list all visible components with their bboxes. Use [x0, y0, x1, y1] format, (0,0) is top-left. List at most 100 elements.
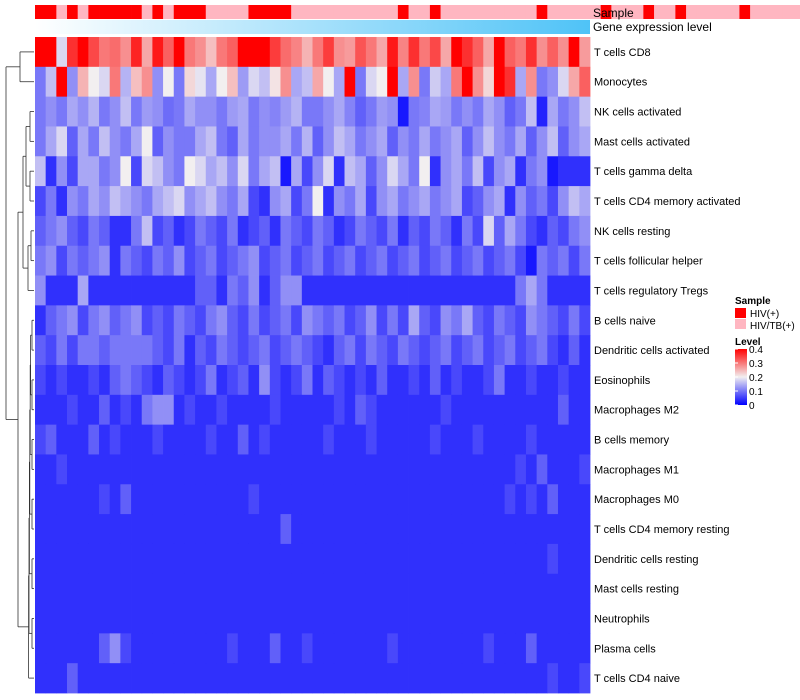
heatmap-cell — [205, 37, 217, 68]
heatmap-cell — [461, 365, 473, 396]
heatmap-cell — [365, 156, 377, 187]
heatmap-cell — [525, 37, 538, 68]
heatmap-cell — [269, 543, 281, 575]
heatmap-cell — [269, 96, 281, 127]
heatmap-cell — [387, 126, 399, 157]
heatmap-cell — [557, 66, 570, 98]
heatmap-cell — [163, 514, 175, 545]
heatmap-cell — [163, 573, 175, 604]
sample-annotation-cell — [120, 5, 132, 19]
heatmap-cell — [579, 454, 591, 485]
heatmap-cell — [419, 275, 431, 306]
heatmap-cell — [163, 305, 175, 336]
heatmap-cell — [45, 305, 57, 336]
heatmap-cell — [248, 484, 260, 515]
heatmap-cell — [205, 186, 217, 217]
heatmap-cell — [195, 245, 207, 276]
heatmap-cell — [67, 603, 79, 634]
heatmap-cell — [344, 275, 356, 306]
heatmap-cell — [216, 484, 228, 515]
heatmap-cell — [109, 215, 121, 247]
heatmap-cell — [419, 245, 431, 276]
heatmap-cell — [56, 305, 68, 336]
heatmap-cell — [419, 454, 431, 485]
heatmap-cell — [45, 66, 57, 98]
heatmap-cell — [291, 66, 303, 98]
heatmap-cell — [56, 454, 68, 485]
heatmap-cell — [216, 156, 228, 187]
heatmap-cell — [120, 365, 132, 396]
heatmap-cell — [461, 96, 473, 127]
sample-annotation-cell — [568, 5, 580, 19]
sample-annotation-cell — [622, 5, 634, 19]
heatmap-cell — [323, 365, 335, 396]
heatmap-cell — [120, 156, 132, 187]
heatmap-cell — [173, 66, 185, 98]
heatmap-cell — [376, 454, 388, 485]
heatmap-cell — [205, 275, 217, 306]
heatmap-cell — [579, 245, 591, 276]
heatmap-cell — [547, 365, 559, 396]
heatmap-cell — [195, 603, 207, 634]
heatmap-cell — [451, 663, 463, 694]
heatmap-cell — [333, 603, 345, 634]
heatmap-cell — [536, 215, 548, 247]
heatmap-cell — [109, 514, 121, 545]
heatmap-cell — [344, 424, 356, 455]
heatmap-cell — [173, 603, 185, 634]
heatmap-cell — [461, 126, 473, 157]
heatmap-cell — [525, 514, 538, 545]
heatmap-cell — [568, 66, 580, 98]
sample-annotation-cell — [686, 5, 698, 19]
heatmap-cell — [88, 543, 100, 575]
heatmap-cell — [344, 215, 356, 247]
heatmap-cell — [184, 484, 196, 515]
sample-annotation-cell — [419, 5, 431, 19]
heatmap-cell — [483, 215, 495, 247]
heatmap-cell — [248, 156, 260, 187]
row-label: Mast cells activated — [594, 136, 690, 148]
heatmap-cell — [333, 156, 345, 187]
legend-sample-title: Sample — [735, 296, 771, 307]
row-label: Dendritic cells activated — [594, 345, 710, 357]
heatmap-cell — [291, 663, 303, 694]
heatmap-cell — [312, 275, 324, 306]
heatmap-cell — [216, 633, 228, 664]
heatmap-cell — [440, 365, 452, 396]
heatmap-cell — [323, 484, 335, 515]
heatmap-cell — [440, 305, 452, 336]
heatmap-cell — [365, 215, 377, 247]
heatmap-cell — [461, 186, 473, 217]
sample-annotation-cell — [579, 5, 591, 19]
heatmap-cell — [269, 484, 281, 515]
heatmap-cell — [291, 454, 303, 485]
sample-annotation-cell — [323, 5, 335, 19]
heatmap-cell — [195, 394, 207, 426]
heatmap-cell — [77, 365, 89, 396]
heatmap-cell — [355, 484, 367, 515]
heatmap-cell — [323, 186, 335, 217]
heatmap-cell — [131, 484, 143, 515]
heatmap-cell — [419, 543, 431, 575]
heatmap-cell — [131, 394, 143, 426]
heatmap-cell — [88, 603, 100, 634]
heatmap-cell — [301, 37, 313, 68]
heatmap-cell — [248, 186, 260, 217]
heatmap-cell — [504, 156, 516, 187]
sample-annotation-cell — [259, 5, 271, 19]
heatmap-cell — [35, 186, 47, 217]
heatmap-cell — [184, 424, 196, 455]
heatmap-cell — [237, 603, 249, 634]
heatmap-cell — [483, 424, 495, 455]
heatmap-cell — [173, 543, 185, 575]
heatmap-cell — [429, 275, 441, 306]
heatmap-cell — [397, 573, 409, 604]
heatmap-cell — [259, 603, 271, 634]
heatmap-cell — [451, 275, 463, 306]
heatmap-cell — [397, 245, 409, 276]
heatmap-cell — [344, 633, 356, 664]
heatmap-cell — [472, 215, 484, 247]
heatmap-cell — [56, 603, 68, 634]
heatmap-cell — [56, 126, 68, 157]
heatmap-cell — [525, 394, 538, 426]
